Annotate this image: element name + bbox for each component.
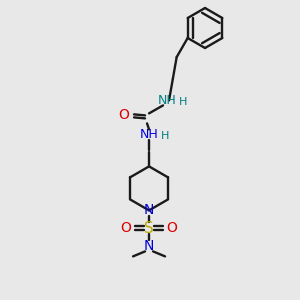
Text: NH: NH	[158, 94, 176, 107]
Text: NH: NH	[140, 128, 158, 141]
Text: O: O	[167, 221, 178, 236]
Text: O: O	[118, 108, 130, 122]
Text: N: N	[144, 239, 154, 254]
Text: O: O	[121, 221, 131, 236]
Text: H: H	[179, 98, 187, 107]
Text: H: H	[161, 131, 169, 141]
Text: N: N	[144, 203, 154, 218]
Text: S: S	[144, 221, 154, 236]
